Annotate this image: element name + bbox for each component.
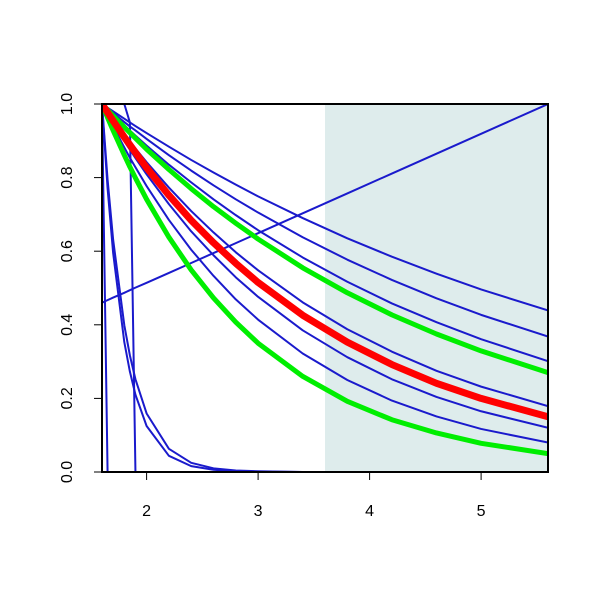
x-tick-label: 4 [365, 503, 374, 520]
x-tick-label: 2 [142, 503, 151, 520]
data-line [102, 104, 548, 421]
data-line [102, 104, 548, 304]
x-tick-label: 3 [254, 503, 263, 520]
data-line [102, 104, 548, 376]
y-tick-label: 0.4 [59, 314, 76, 336]
plot-frame [101, 103, 549, 473]
y-tick-label: 0.6 [59, 240, 76, 262]
y-tick-label: 1.0 [59, 93, 76, 115]
lines [102, 104, 548, 472]
data-line [102, 104, 548, 472]
data-line [102, 104, 548, 338]
y-tick-label: 0.0 [59, 461, 76, 483]
data-line [102, 104, 548, 312]
y-tick-label: 0.2 [59, 387, 76, 409]
x-tick-label: 5 [477, 503, 486, 520]
data-line [102, 104, 548, 472]
data-line [102, 104, 548, 444]
y-tick-label: 0.8 [59, 166, 76, 188]
data-line [102, 104, 548, 457]
